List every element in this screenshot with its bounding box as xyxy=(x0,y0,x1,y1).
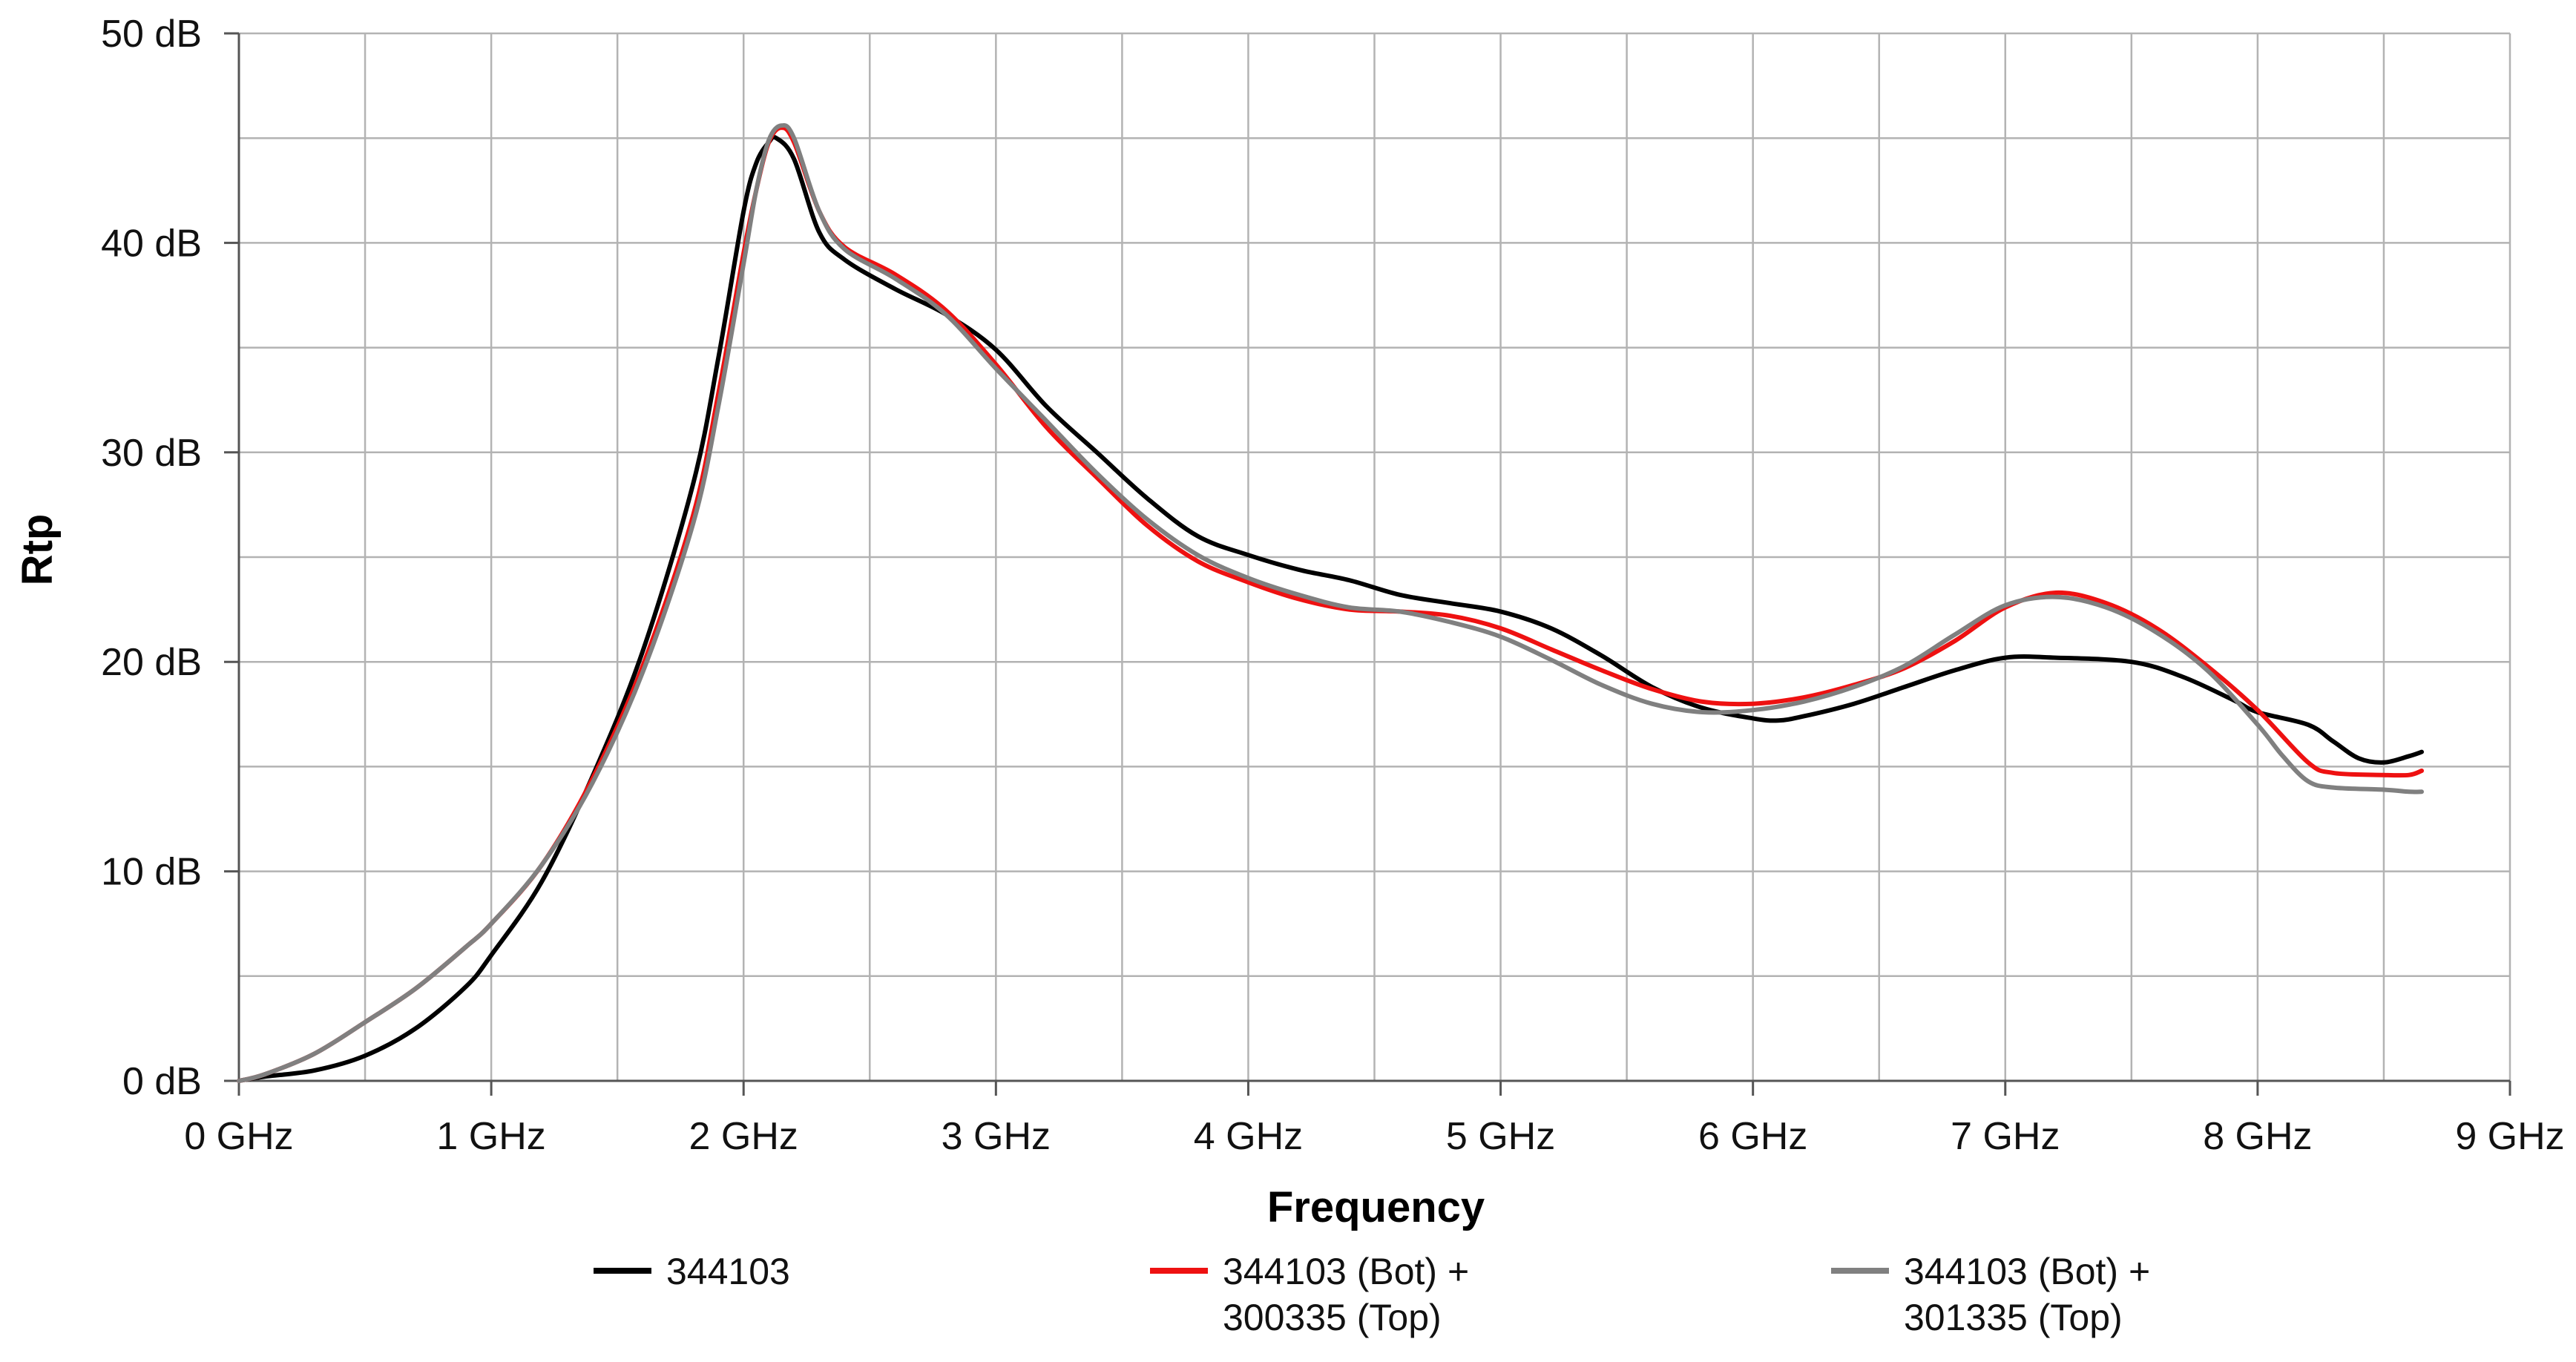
legend-item-1: 344103 xyxy=(594,1251,790,1292)
x-tick-label: 9 GHz xyxy=(2455,1115,2564,1158)
y-tick-label: 0 dB xyxy=(122,1060,202,1103)
x-tick-label: 4 GHz xyxy=(1194,1115,1303,1158)
y-tick-label: 10 dB xyxy=(101,851,202,894)
legend-item-2: 344103 (Bot) + 300335 (Top) xyxy=(1150,1251,1469,1338)
legend-label-line: 300335 (Top) xyxy=(1223,1297,1442,1338)
y-tick-label: 50 dB xyxy=(101,13,202,56)
x-tick-label: 5 GHz xyxy=(1446,1115,1555,1158)
legend-item-3: 344103 (Bot) + 301335 (Top) xyxy=(1831,1251,2150,1338)
x-tick-label: 6 GHz xyxy=(1698,1115,1807,1158)
x-tick-label: 1 GHz xyxy=(436,1115,545,1158)
y-tick-label: 20 dB xyxy=(101,641,202,684)
series-line-3 xyxy=(237,123,2424,1083)
legend: 344103 344103 (Bot) +300335 (Top)344103 (… xyxy=(594,1251,2150,1338)
legend-label-line: 344103 (Bot) + xyxy=(1223,1251,1469,1292)
x-axis-title: Frequency xyxy=(1267,1183,1485,1231)
series-lines xyxy=(237,123,2424,1083)
legend-label-line: 344103 (Bot) + xyxy=(1904,1251,2150,1292)
legend-label: 344103 (Bot) + 300335 (Top) xyxy=(1223,1251,1469,1338)
x-tick-label: 3 GHz xyxy=(942,1115,1051,1158)
legend-label: 344103 (Bot) + 301335 (Top) xyxy=(1904,1251,2150,1338)
legend-label-line: 344103 xyxy=(666,1251,790,1292)
y-tick-label: 30 dB xyxy=(101,432,202,475)
x-tick-label: 8 GHz xyxy=(2203,1115,2312,1158)
tick-labels: 0 dB 10 dB 20 dB 30 dB 40 dB 50 dB 0 GHz 1 GHz 2… xyxy=(101,13,2565,1158)
axes xyxy=(224,32,2511,1096)
y-axis-title: Rtp xyxy=(13,514,62,586)
y-tick-label: 40 dB xyxy=(101,222,202,265)
x-tick-label: 0 GHz xyxy=(184,1115,293,1158)
x-tick-label: 2 GHz xyxy=(689,1115,798,1158)
x-tick-label: 7 GHz xyxy=(1951,1115,2060,1158)
legend-label: 344103 xyxy=(666,1251,790,1292)
legend-label-line: 301335 (Top) xyxy=(1904,1297,2123,1338)
series-line-1 xyxy=(237,134,2424,1083)
